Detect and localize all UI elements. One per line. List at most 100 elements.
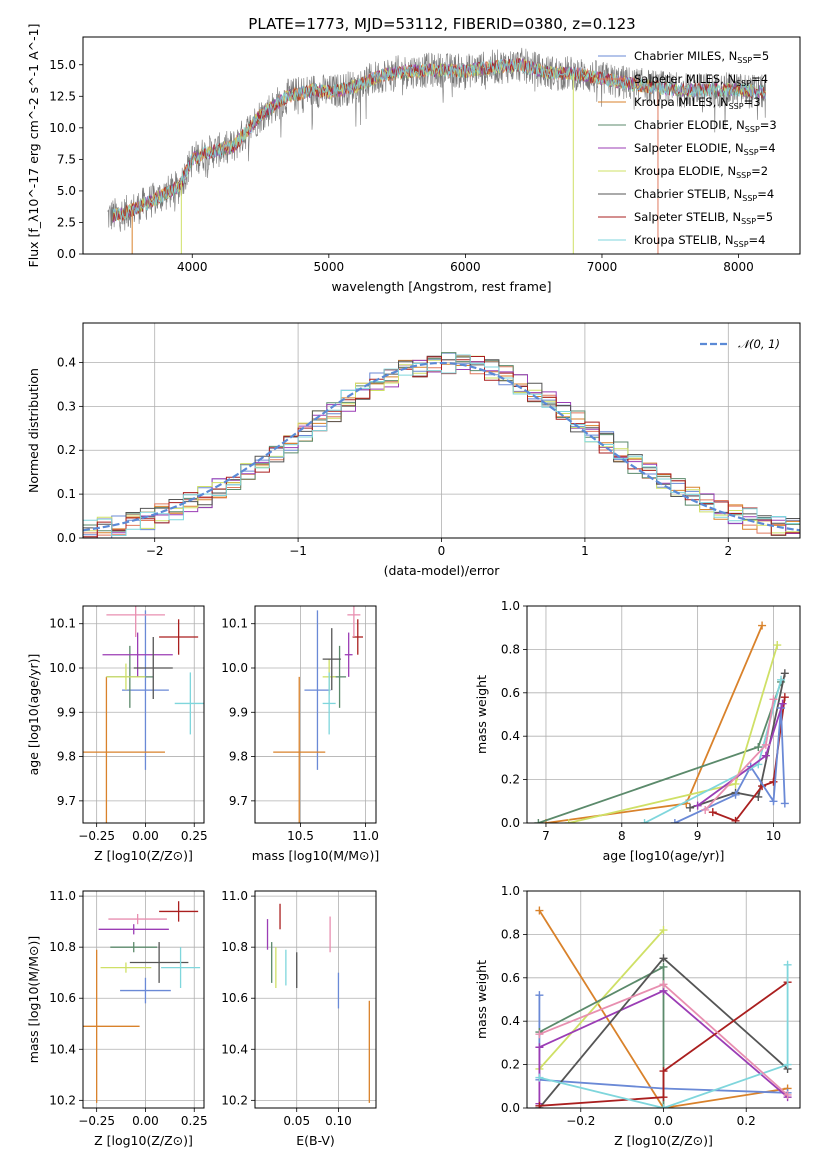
x-tick-label: −1	[289, 544, 307, 558]
y-axis-label: Flux [f_λ10^-17 erg cm^-2 s^-1 A^-1]	[26, 24, 41, 268]
y-tick-label: 10.4	[49, 1042, 76, 1056]
y-tick-label: 0.2	[501, 1058, 520, 1072]
y-axis-label: age [log10(age/yr)]	[26, 654, 41, 776]
legend-name: Salpeter ELODIE	[634, 141, 728, 155]
x-tick-label: 0.0	[654, 1114, 673, 1128]
x-tick-label: 9	[694, 829, 702, 843]
weight-line	[539, 964, 789, 1108]
errorbar-point	[159, 619, 199, 655]
axes-mass_vs_Z: −0.25 0.00 0.25 10.2 10.4 10.6 10.8 11.0 Z [log1…	[26, 889, 208, 1148]
legend-eq: =	[749, 233, 759, 247]
x-tick-label: 2	[724, 544, 732, 558]
legend-entry: Kroupa STELIB, NSSP=4	[634, 233, 766, 249]
histogram-step	[83, 356, 800, 538]
x-tick-label: 0.05	[283, 1114, 310, 1128]
legend-sub: SSP	[742, 194, 757, 203]
y-tick-label: 0.4	[501, 729, 520, 743]
y-tick-label: 10.8	[49, 940, 76, 954]
y-tick-label: 11.0	[49, 889, 76, 903]
legend-sub: SSP	[744, 148, 759, 157]
weight-marker	[640, 819, 649, 823]
weight-marker	[777, 675, 786, 684]
y-tick-label: 0.2	[501, 773, 520, 787]
weight-marker	[731, 816, 740, 823]
legend-eq: =	[744, 95, 754, 109]
spectrum-legend: Chabrier MILES, NSSP=5 Salpeter MILES, NS…	[598, 49, 777, 249]
x-tick-label: 5000	[314, 260, 345, 274]
y-tick-label: 10.2	[49, 1093, 76, 1107]
y-tick-label: 7.5	[57, 152, 76, 166]
weight-marker	[659, 954, 668, 963]
y-tick-label: 10.1	[49, 617, 76, 631]
weight-line	[674, 707, 786, 823]
errorbar-point	[83, 949, 140, 1103]
weight-marker	[535, 991, 544, 1000]
legend-name: Kroupa ELODIE	[634, 164, 720, 178]
y-tick-label: 10.0	[221, 661, 248, 675]
x-tick-label: 0.10	[325, 1114, 352, 1128]
weight-line	[545, 625, 763, 823]
weight-marker	[769, 777, 778, 786]
x-tick-label: −2	[146, 544, 164, 558]
y-tick-label: 1.0	[501, 599, 520, 613]
legend-sub: SSP	[729, 102, 744, 111]
weight-marker	[535, 1073, 544, 1082]
weight-marker	[783, 1060, 792, 1069]
y-tick-label: 0.6	[501, 971, 520, 985]
legend-nssp: 3	[753, 95, 760, 109]
x-tick-label: 10	[766, 829, 781, 843]
weight-marker	[769, 797, 778, 806]
legend-entry: Chabrier ELODIE, NSSP=3	[634, 118, 777, 134]
y-tick-label: 10.0	[49, 661, 76, 675]
legend-sub: SSP	[734, 240, 749, 249]
weight-marker	[535, 1043, 544, 1052]
errorbar-point	[174, 672, 204, 735]
x-tick-label: −0.25	[78, 829, 115, 843]
legend-sep: , N	[729, 118, 745, 132]
legend-entry: Salpeter ELODIE, NSSP=4	[634, 141, 776, 157]
weight-marker	[769, 695, 778, 704]
legend-name: Chabrier STELIB	[634, 187, 726, 201]
legend-sep: , N	[720, 164, 736, 178]
errorbar-point	[133, 637, 173, 699]
legend-nssp: 2	[761, 164, 768, 178]
y-tick-label: 11.0	[221, 889, 248, 903]
legend-nssp: 5	[762, 49, 769, 63]
legend-sub: SSP	[736, 171, 751, 180]
legend-entry: Chabrier MILES, NSSP=5	[634, 49, 769, 65]
x-tick-label: 0.2	[737, 1114, 756, 1128]
y-tick-label: 0.0	[57, 531, 76, 545]
weight-marker	[780, 693, 789, 702]
x-tick-label: 0.00	[132, 1114, 159, 1128]
x-tick-label: 0.25	[181, 829, 208, 843]
gaussian-curve	[83, 361, 800, 532]
axes-frame	[82, 890, 205, 1109]
errorbar-point	[100, 962, 152, 973]
x-tick-label: 6000	[450, 260, 481, 274]
y-tick-label: 0.8	[501, 927, 520, 941]
legend-entry: Salpeter STELIB, NSSP=5	[634, 210, 773, 226]
legend-name: Kroupa STELIB	[634, 233, 718, 247]
weight-marker	[761, 740, 770, 749]
plot-area-spectrum	[107, 47, 766, 254]
errorbar-point	[304, 610, 331, 770]
x-tick-label: 8	[618, 829, 626, 843]
y-tick-label: 2.5	[57, 215, 76, 229]
weight-marker	[731, 790, 740, 799]
plot-area-weight_vs_Z	[535, 906, 792, 1108]
weight-marker	[701, 805, 710, 814]
y-tick-label: 0.4	[501, 1014, 520, 1028]
legend-eq: =	[760, 118, 770, 132]
legend-entry: Salpeter MILES, NSSP=4	[634, 72, 768, 88]
x-axis-label: mass [log10(M/M⊙)]	[252, 848, 380, 863]
plot-area-mass_vs_ebv	[266, 903, 370, 1103]
axes-age_vs_Z: −0.25 0.00 0.25 9.7 9.8 9.9 10.0 10.1 Z [log10(Z…	[26, 605, 208, 863]
axes-weight_vs_Z: −0.2 0.0 0.2 0.0 0.2 0.4 0.6 0.8 1.0 Z [log10(Z/Z…	[474, 884, 801, 1148]
weight-marker	[754, 792, 763, 801]
legend-eq: =	[756, 210, 766, 224]
x-axis-label: E(B-V)	[296, 1133, 335, 1148]
legend-entry: 𝒩(0, 1)	[738, 337, 780, 351]
errorbar-point	[129, 942, 189, 983]
errorbar-point	[108, 913, 167, 925]
y-axis-label: mass weight	[474, 675, 489, 754]
